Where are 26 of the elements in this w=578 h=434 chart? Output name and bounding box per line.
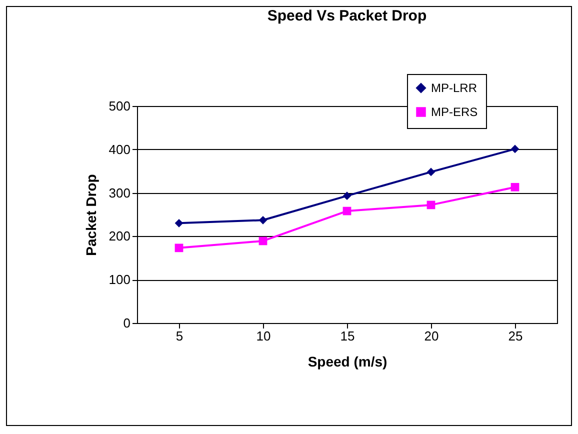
point — [426, 168, 436, 176]
point — [342, 206, 352, 216]
y-tick-label: 200 — [108, 228, 130, 244]
legend-label: MP-ERS — [431, 105, 478, 119]
point — [174, 218, 184, 228]
y-tick-label: 300 — [108, 185, 130, 200]
legend-label: MP-LRR — [431, 81, 478, 95]
chart-title: Speed Vs Packet Drop — [267, 8, 427, 24]
y-tick-label: 500 — [108, 98, 130, 114]
point — [510, 144, 520, 154]
x-tick-label: 15 — [340, 328, 355, 344]
point — [174, 244, 184, 252]
y-axis-title: Packet Drop — [82, 174, 99, 256]
x-tick-label: 10 — [256, 328, 271, 344]
point — [258, 216, 268, 224]
point — [258, 236, 268, 246]
point — [426, 200, 436, 210]
y-tick-label: 400 — [108, 142, 130, 157]
y-tick-label: 0 — [123, 316, 130, 330]
point — [510, 182, 520, 192]
x-tick-label: 25 — [508, 328, 523, 344]
x-tick-label: 20 — [424, 328, 439, 344]
x-tick-label: 5 — [176, 328, 184, 344]
point — [342, 192, 352, 200]
x-axis-title: Speed (m/s) — [308, 354, 388, 370]
y-tick-label: 100 — [108, 272, 130, 288]
